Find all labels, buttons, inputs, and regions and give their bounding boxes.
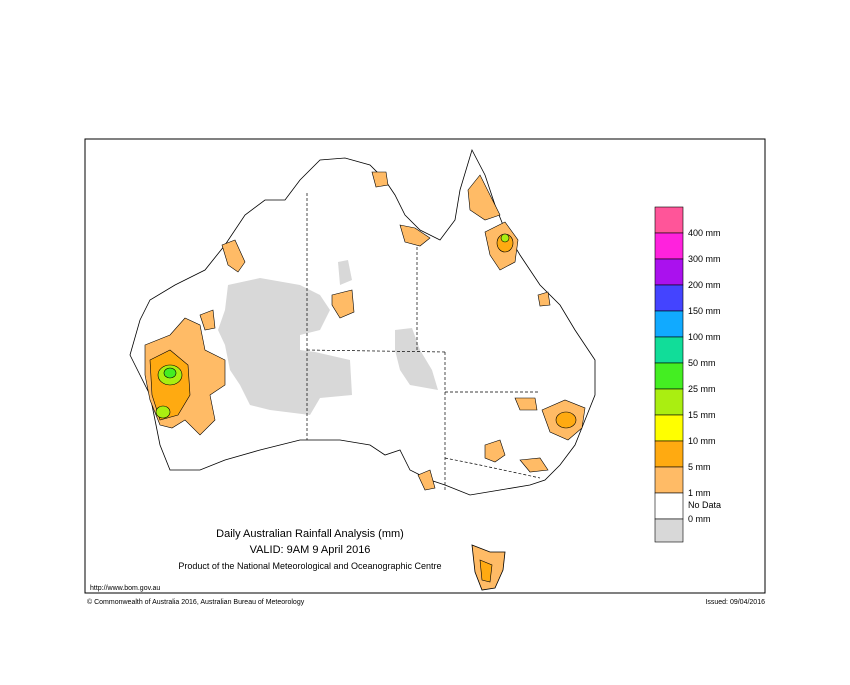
valid-time: VALID: 9AM 9 April 2016 <box>250 544 371 556</box>
legend-label: 150 mm <box>688 306 721 316</box>
legend-label: 100 mm <box>688 332 721 342</box>
legend-swatch <box>654 440 684 468</box>
legend-swatch <box>654 232 684 260</box>
legend-swatch <box>654 336 684 364</box>
legend-swatch <box>654 310 684 338</box>
legend-label: 5 mm <box>688 462 711 472</box>
issued-date: Issued: 09/04/2016 <box>705 599 765 606</box>
legend-swatch <box>654 414 684 442</box>
product-note: Product of the National Meteorological a… <box>178 561 441 571</box>
legend-swatch <box>654 258 684 286</box>
map-title: Daily Australian Rainfall Analysis (mm) <box>216 528 404 540</box>
legend-label: No Data <box>688 500 721 510</box>
legend-swatch <box>654 518 684 543</box>
legend-label: 10 mm <box>688 436 716 446</box>
no-data-region <box>218 260 438 415</box>
source-url: http://www.bom.gov.au <box>90 585 160 592</box>
legend: 400 mm 300 mm 200 mm 150 mm 100 mm 50 mm 25 mm… <box>654 206 721 543</box>
legend-swatch <box>654 492 684 520</box>
copyright: © Commonwealth of Australia 2016, Austra… <box>87 598 305 606</box>
australia-outline <box>129 148 596 496</box>
legend-label: 200 mm <box>688 280 721 290</box>
legend-swatch <box>654 206 684 234</box>
legend-label: 1 mm <box>688 488 711 498</box>
rainfall-areas <box>144 171 586 583</box>
legend-label: 25 mm <box>688 384 716 394</box>
legend-swatch <box>654 362 684 390</box>
legend-label: 50 mm <box>688 358 716 368</box>
legend-swatch <box>654 284 684 312</box>
state-borders <box>306 193 541 490</box>
legend-swatch <box>654 388 684 416</box>
legend-swatch <box>654 466 684 494</box>
legend-label: 400 mm <box>688 228 721 238</box>
legend-label: 0 mm <box>688 514 711 524</box>
legend-label: 15 mm <box>688 410 716 420</box>
legend-label: 300 mm <box>688 254 721 264</box>
